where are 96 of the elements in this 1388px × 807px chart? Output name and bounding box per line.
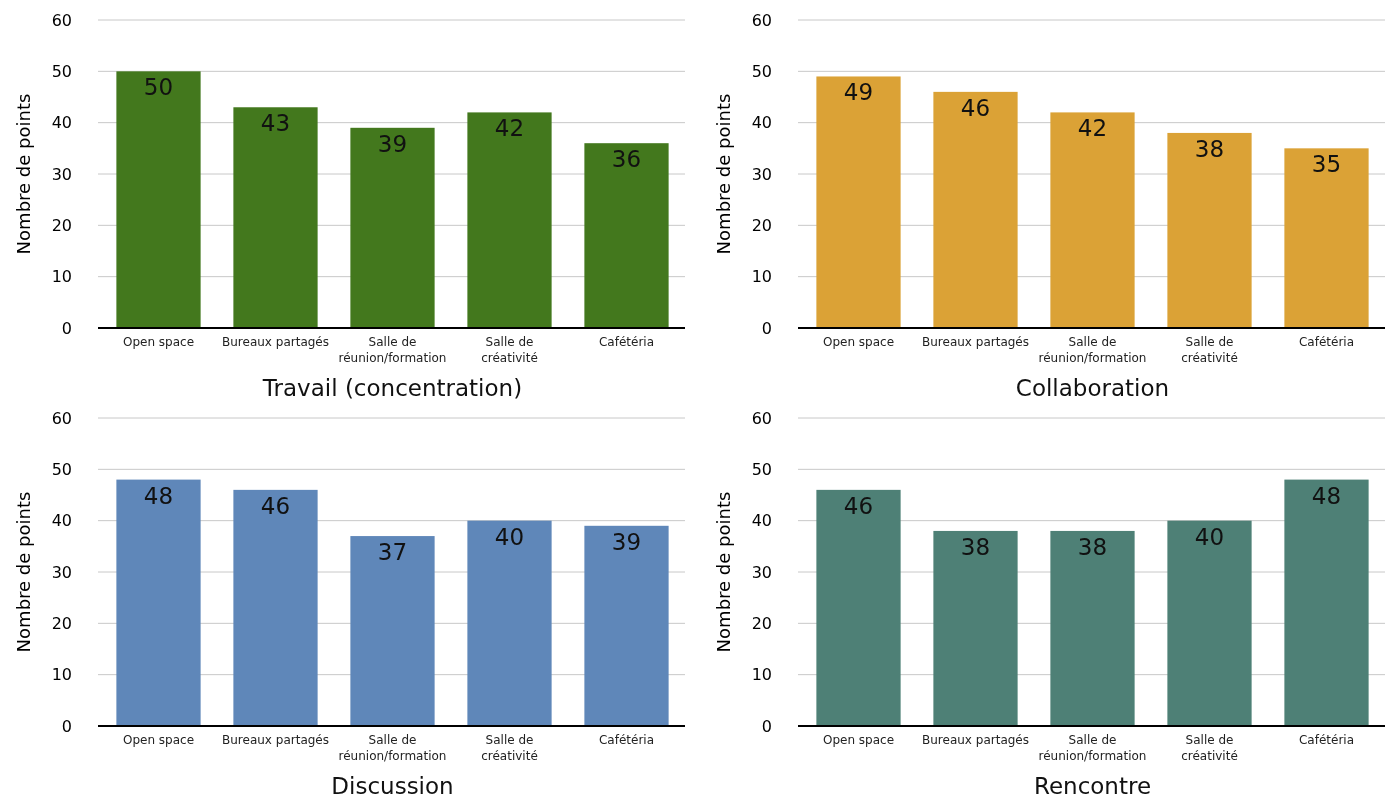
y-tick-label: 20 — [51, 215, 72, 235]
data-label: 38 — [1194, 135, 1225, 162]
data-label: 48 — [1311, 482, 1342, 509]
y-tick-label: 0 — [61, 716, 72, 736]
bar — [1284, 148, 1369, 328]
bar — [816, 76, 901, 328]
data-label: 39 — [611, 528, 642, 555]
data-label: 48 — [143, 482, 174, 509]
y-tick-label: 60 — [751, 10, 772, 30]
x-tick-label: Open space — [122, 733, 195, 747]
y-tick-label: 10 — [51, 267, 72, 287]
y-axis-title: Nombre de points — [13, 491, 34, 653]
y-tick-label: 40 — [751, 113, 772, 133]
x-tick-label: Open space — [822, 335, 895, 349]
x-tick-label: Salle de réunion/formation — [338, 335, 447, 365]
bar — [1284, 479, 1369, 726]
bar — [933, 530, 1018, 726]
x-tick-label: Bureaux partagés — [222, 733, 329, 747]
y-tick-label: 20 — [51, 613, 72, 633]
bar — [816, 489, 901, 726]
data-label: 40 — [1194, 523, 1225, 550]
y-tick-label: 10 — [51, 665, 72, 685]
bar — [233, 107, 318, 328]
y-tick-label: 30 — [51, 562, 72, 582]
x-tick-label: Salle de créativité — [481, 733, 538, 763]
bar — [116, 479, 201, 726]
data-label: 46 — [843, 492, 874, 519]
bar — [933, 91, 1018, 328]
data-label: 36 — [611, 146, 642, 173]
y-tick-label: 30 — [51, 164, 72, 184]
x-tick-label: Open space — [122, 335, 195, 349]
bar — [1050, 112, 1135, 328]
bar — [350, 536, 435, 726]
data-label: 38 — [960, 533, 991, 560]
data-label: 40 — [494, 523, 525, 550]
y-tick-label: 50 — [751, 459, 772, 479]
x-tick-label: Salle de créativité — [1181, 335, 1238, 365]
bar — [467, 112, 552, 328]
y-tick-label: 50 — [51, 459, 72, 479]
y-tick-label: 40 — [51, 113, 72, 133]
y-tick-label: 50 — [51, 61, 72, 81]
bar — [584, 143, 669, 328]
text: Discussion — [331, 773, 454, 799]
y-tick-label: 60 — [51, 408, 72, 428]
y-tick-label: 30 — [751, 562, 772, 582]
y-tick-label: 40 — [751, 511, 772, 531]
bar — [116, 71, 201, 328]
x-tick-label: Cafétéria — [598, 733, 655, 747]
y-tick-label: 60 — [751, 408, 772, 428]
y-tick-label: 0 — [761, 716, 772, 736]
y-axis-title: Nombre de points — [13, 93, 34, 255]
data-label: 46 — [260, 492, 291, 519]
y-axis-title: Nombre de points — [713, 491, 734, 653]
data-label: 50 — [143, 74, 174, 101]
x-tick-label: Salle de réunion/formation — [1038, 733, 1147, 763]
y-tick-label: 0 — [61, 318, 72, 338]
data-label: 46 — [960, 94, 991, 121]
bar — [467, 520, 552, 726]
text: Rencontre — [1033, 773, 1152, 799]
bar — [350, 127, 435, 328]
x-tick-label: Bureaux partagés — [922, 733, 1029, 747]
data-label: 42 — [1077, 115, 1108, 142]
bar — [1167, 520, 1252, 726]
x-tick-label: Cafétéria — [598, 335, 655, 349]
data-label: 42 — [494, 115, 525, 142]
text: Collaboration — [1015, 375, 1170, 401]
bar — [584, 525, 669, 726]
y-tick-label: 20 — [751, 613, 772, 633]
x-tick-label: Open space — [822, 733, 895, 747]
x-tick-label: Bureaux partagés — [222, 335, 329, 349]
text: Travail (concentration) — [261, 375, 523, 401]
x-tick-label: Cafétéria — [1298, 335, 1355, 349]
x-tick-label: Salle de créativité — [481, 335, 538, 365]
y-tick-label: 10 — [751, 665, 772, 685]
bar — [233, 489, 318, 726]
data-label: 49 — [843, 79, 874, 106]
y-tick-label: 10 — [751, 267, 772, 287]
data-label: 35 — [1311, 151, 1342, 178]
y-tick-label: 60 — [51, 10, 72, 30]
y-axis-title: Nombre de points — [713, 93, 734, 255]
y-tick-label: 40 — [51, 511, 72, 531]
bar — [1167, 132, 1252, 328]
data-label: 38 — [1077, 533, 1108, 560]
data-label: 39 — [377, 130, 408, 157]
x-tick-label: Bureaux partagés — [922, 335, 1029, 349]
x-tick-label: Salle de réunion/formation — [1038, 335, 1147, 365]
x-tick-label: Salle de créativité — [1181, 733, 1238, 763]
data-label: 37 — [377, 539, 408, 566]
x-tick-label: Cafétéria — [1298, 733, 1355, 747]
y-tick-label: 30 — [751, 164, 772, 184]
y-tick-label: 0 — [761, 318, 772, 338]
data-label: 43 — [260, 110, 291, 137]
bar — [1050, 530, 1135, 726]
y-tick-label: 50 — [751, 61, 772, 81]
x-tick-label: Salle de réunion/formation — [338, 733, 447, 763]
y-tick-label: 20 — [751, 215, 772, 235]
